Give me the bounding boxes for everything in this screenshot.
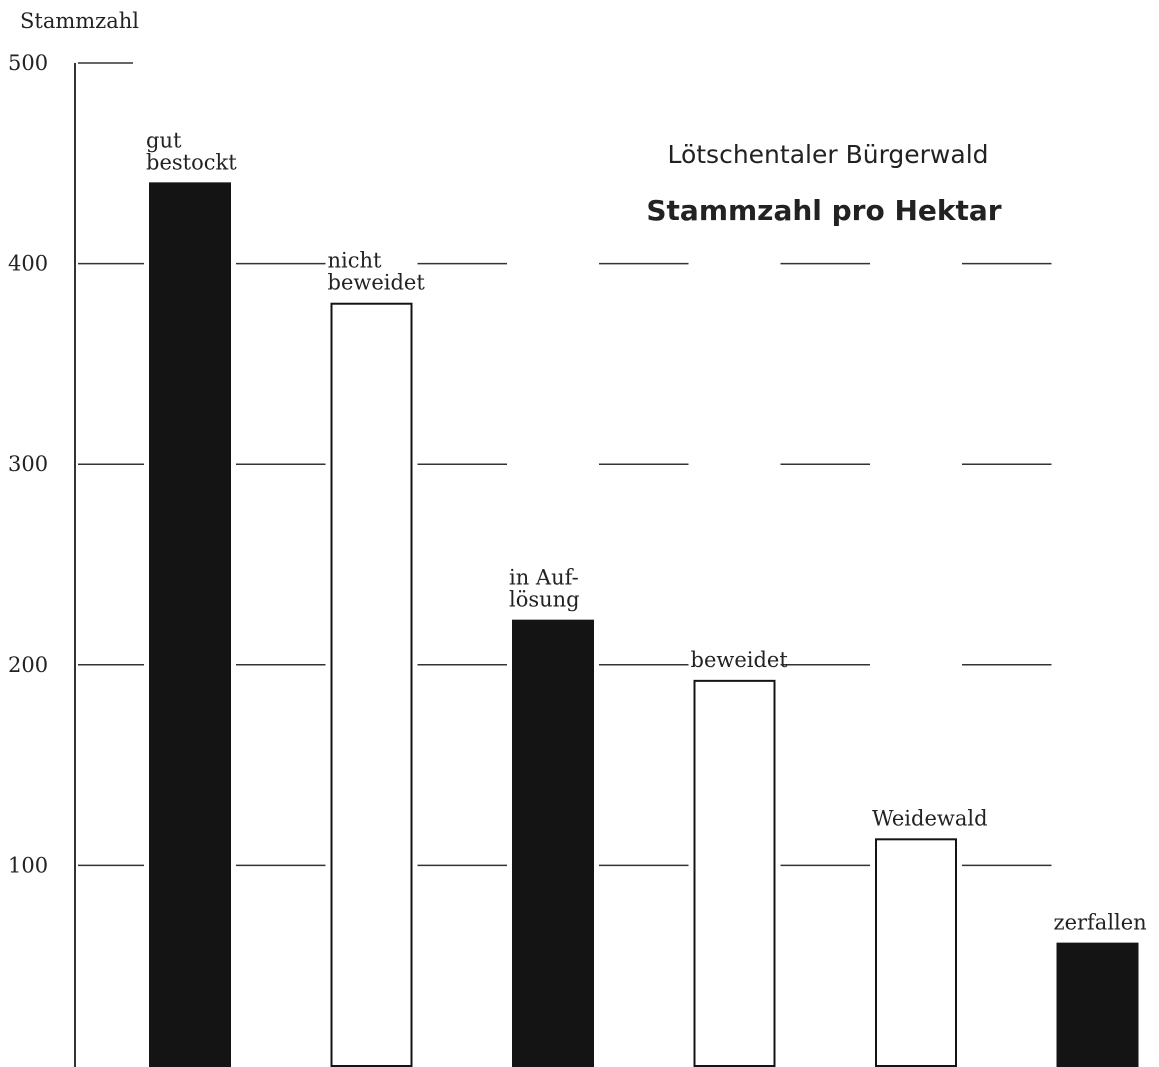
bar [1056,942,1139,1067]
bar [149,182,231,1067]
y-tick-label: 400 [8,252,48,276]
y-axis-label: Stammzahl [20,9,139,33]
bar [330,302,413,1067]
y-tick-label: 300 [8,452,48,476]
bar-label: beweidet [328,271,426,295]
bar-label: gut [146,128,182,152]
bar-label: Weidewald [872,806,988,830]
bar-label: nicht [328,249,383,273]
bar-label: lösung [509,588,580,612]
bar-label: zerfallen [1054,911,1147,935]
bar [512,619,594,1067]
y-tick-label: 100 [8,853,48,877]
bar [875,838,957,1067]
y-tick-label: 200 [8,653,48,677]
y-tick-label: 500 [8,51,48,75]
bar-label: beweidet [691,648,789,672]
bar-label: in Auf- [509,566,579,590]
bar-label: bestockt [146,150,237,174]
bar [693,679,776,1067]
chart-title: Lötschentaler Bürgerwald [667,140,988,169]
chart-subtitle: Stammzahl pro Hektar [646,194,1001,227]
